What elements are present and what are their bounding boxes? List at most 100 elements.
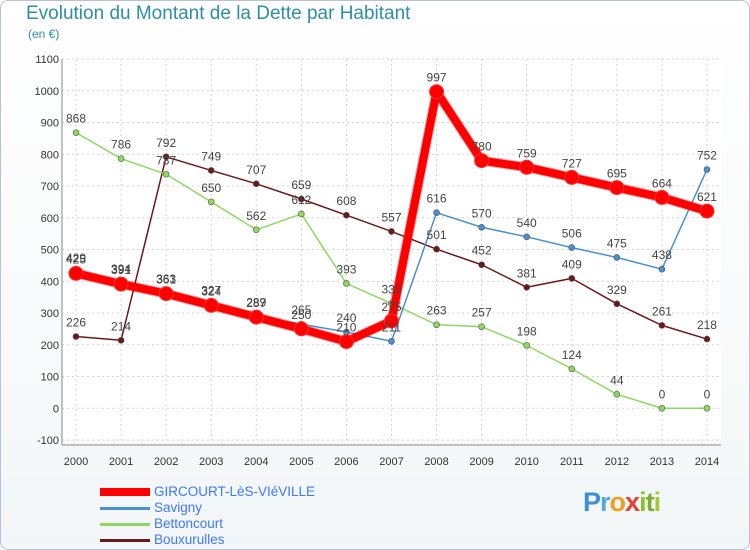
data-label: 287 xyxy=(246,296,266,310)
data-label: 263 xyxy=(427,304,447,318)
data-label: 429 xyxy=(66,251,86,265)
legend-item-savigny: Savigny xyxy=(100,500,360,516)
data-point xyxy=(658,322,666,329)
data-label: 612 xyxy=(291,193,311,207)
data-label: 261 xyxy=(652,304,672,318)
legend-label-gircourt: GIRCOURT-LèS-VIéVILLE xyxy=(154,484,316,499)
data-point xyxy=(162,170,170,178)
data-label: 727 xyxy=(562,156,582,170)
x-tick-label: 2001 xyxy=(109,456,133,468)
data-point xyxy=(203,297,219,313)
y-tick-label: 1000 xyxy=(35,86,59,98)
data-point xyxy=(162,153,170,161)
x-tick-label: 2008 xyxy=(424,456,448,468)
data-label: 330 xyxy=(381,282,401,296)
data-point xyxy=(343,280,350,287)
data-label: 275 xyxy=(381,300,401,314)
data-point xyxy=(383,313,399,329)
x-tick-label: 2013 xyxy=(650,456,674,468)
data-label: 997 xyxy=(427,71,447,85)
data-label: 0 xyxy=(659,387,666,401)
data-point xyxy=(478,261,485,269)
data-point xyxy=(113,276,129,292)
data-label: 327 xyxy=(201,283,221,297)
data-label: 752 xyxy=(697,148,717,162)
data-label: 44 xyxy=(610,373,624,387)
legend: GIRCOURT-LèS-VIéVILLE Savigny Bettoncour… xyxy=(100,484,360,548)
data-point xyxy=(433,245,440,253)
y-tick-label: 500 xyxy=(41,245,59,257)
x-tick-label: 2014 xyxy=(695,456,719,468)
y-tick-label: 1100 xyxy=(35,54,59,66)
data-label: 198 xyxy=(517,324,537,338)
x-tick-label: 2011 xyxy=(560,456,584,468)
data-point xyxy=(474,153,490,169)
data-label: 695 xyxy=(607,167,627,181)
x-tick-label: 2002 xyxy=(154,456,178,468)
data-point xyxy=(158,286,174,302)
y-tick-label: -100 xyxy=(37,435,59,447)
data-point xyxy=(343,211,350,219)
data-label: 786 xyxy=(111,138,131,152)
data-point xyxy=(703,335,711,343)
data-point xyxy=(388,228,395,235)
data-point xyxy=(429,84,445,100)
legend-item-bouxurulles: Bouxurulles xyxy=(100,532,360,548)
data-point xyxy=(117,155,125,162)
data-label: 425 xyxy=(66,252,86,266)
x-tick-label: 2003 xyxy=(199,456,223,468)
data-point xyxy=(568,365,576,373)
data-label: 409 xyxy=(562,257,582,271)
legend-label-savigny: Savigny xyxy=(154,500,203,515)
data-label: 570 xyxy=(472,206,492,220)
data-point xyxy=(68,265,84,281)
data-point xyxy=(564,169,580,185)
data-label: 616 xyxy=(427,192,447,206)
data-label: 664 xyxy=(652,176,672,190)
data-label: 214 xyxy=(111,319,131,333)
data-point xyxy=(433,209,440,216)
data-label: 650 xyxy=(201,181,221,195)
y-tick-label: 800 xyxy=(41,149,59,161)
data-label: 361 xyxy=(156,273,176,287)
data-label: 562 xyxy=(246,209,266,223)
data-point xyxy=(703,166,711,173)
data-point xyxy=(117,337,125,344)
data-point xyxy=(293,321,309,337)
data-point xyxy=(72,129,80,136)
data-point xyxy=(609,180,625,196)
data-label: 289 xyxy=(246,295,266,309)
data-label: 868 xyxy=(66,112,86,126)
data-label: 540 xyxy=(517,216,537,230)
data-label: 780 xyxy=(472,140,492,154)
data-label: 391 xyxy=(111,263,131,277)
data-label: 218 xyxy=(697,318,717,332)
data-label: 250 xyxy=(291,308,311,322)
data-point xyxy=(207,167,215,174)
data-point xyxy=(388,337,395,345)
data-point xyxy=(523,233,531,241)
data-label: 659 xyxy=(291,178,311,192)
data-label: 792 xyxy=(156,136,176,150)
y-tick-label: 700 xyxy=(41,181,59,193)
data-label: 557 xyxy=(381,210,401,224)
data-label: 737 xyxy=(156,153,176,167)
data-label: 506 xyxy=(562,227,582,241)
data-point xyxy=(298,210,305,218)
x-tick-label: 2012 xyxy=(605,456,629,468)
data-label: 394 xyxy=(111,262,131,276)
data-label: 621 xyxy=(697,190,717,204)
y-tick-label: 400 xyxy=(41,276,59,288)
data-point xyxy=(252,226,260,234)
data-point xyxy=(523,342,531,349)
data-label: 438 xyxy=(652,248,672,262)
y-tick-label: 900 xyxy=(41,118,59,130)
data-point xyxy=(519,159,535,175)
data-label: 257 xyxy=(472,306,492,320)
legend-swatch-gircourt xyxy=(100,488,150,496)
data-label: 324 xyxy=(201,284,221,298)
y-tick-label: 200 xyxy=(41,340,59,352)
legend-item-gircourt: GIRCOURT-LèS-VIéVILLE xyxy=(100,484,360,500)
x-tick-label: 2005 xyxy=(289,456,313,468)
